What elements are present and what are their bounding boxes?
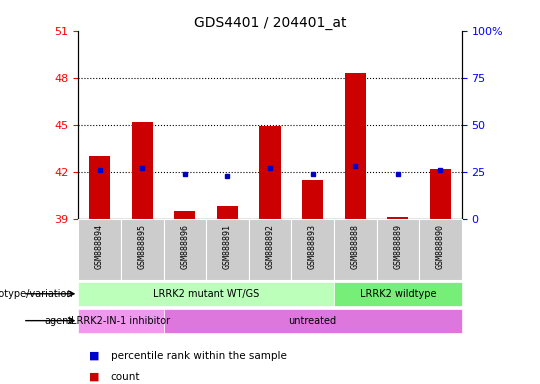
Bar — [345, 73, 366, 219]
Text: LRRK2 mutant WT/GS: LRRK2 mutant WT/GS — [153, 289, 259, 299]
Text: count: count — [111, 372, 140, 382]
Text: agent: agent — [45, 316, 73, 326]
Text: GSM888890: GSM888890 — [436, 224, 445, 269]
Text: GSM888894: GSM888894 — [95, 224, 104, 269]
Text: ■: ■ — [89, 351, 99, 361]
Bar — [387, 217, 408, 219]
Bar — [206, 219, 249, 280]
Text: GSM888891: GSM888891 — [223, 224, 232, 269]
Bar — [121, 219, 164, 280]
Bar — [164, 219, 206, 280]
Text: GSM888888: GSM888888 — [350, 224, 360, 269]
Bar — [249, 219, 291, 280]
Text: LRRK2-IN-1 inhibitor: LRRK2-IN-1 inhibitor — [71, 316, 171, 326]
Bar — [334, 282, 462, 306]
Text: GSM888889: GSM888889 — [393, 224, 402, 269]
Text: GSM888895: GSM888895 — [138, 224, 147, 269]
Bar — [78, 309, 164, 333]
Text: GSM888892: GSM888892 — [266, 224, 274, 269]
Bar — [217, 206, 238, 219]
Text: GSM888896: GSM888896 — [180, 224, 190, 269]
Title: GDS4401 / 204401_at: GDS4401 / 204401_at — [194, 16, 346, 30]
Bar — [132, 122, 153, 219]
Text: genotype/variation: genotype/variation — [0, 289, 73, 299]
Text: LRRK2 wildtype: LRRK2 wildtype — [360, 289, 436, 299]
Bar — [89, 156, 110, 219]
Bar — [419, 219, 462, 280]
Bar — [291, 219, 334, 280]
Text: percentile rank within the sample: percentile rank within the sample — [111, 351, 287, 361]
Text: GSM888893: GSM888893 — [308, 224, 317, 269]
Bar — [78, 282, 334, 306]
Bar — [302, 180, 323, 219]
Text: ■: ■ — [89, 372, 99, 382]
Bar — [430, 169, 451, 219]
Bar — [259, 126, 281, 219]
Bar — [376, 219, 419, 280]
Bar — [78, 219, 121, 280]
Text: untreated: untreated — [288, 316, 336, 326]
Bar — [174, 211, 195, 219]
Bar — [334, 219, 376, 280]
Bar — [164, 309, 462, 333]
